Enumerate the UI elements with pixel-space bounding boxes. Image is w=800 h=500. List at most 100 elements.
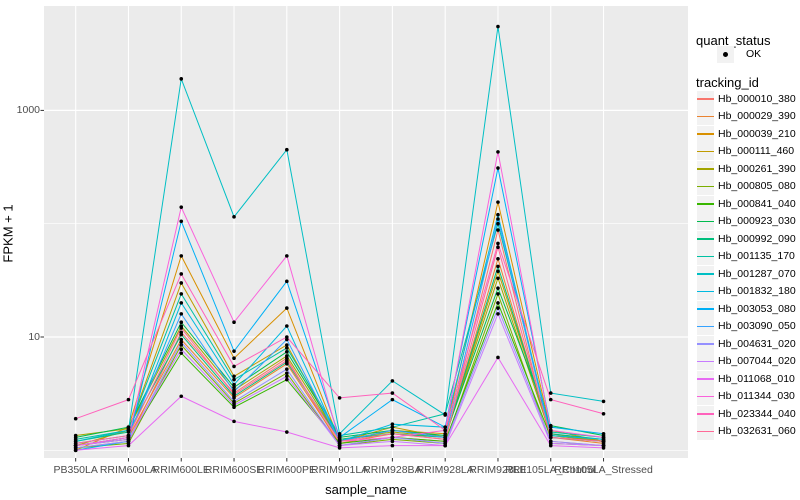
data-point [232, 385, 236, 390]
legend-item: Hb_032631_060 [696, 423, 800, 441]
legend-item-label: Hb_000010_380 [718, 92, 796, 105]
legend-color-line-icon [697, 290, 714, 293]
data-point [179, 347, 184, 352]
data-point [285, 377, 289, 382]
data-point [390, 379, 395, 383]
data-point [443, 443, 447, 448]
data-point [496, 24, 500, 29]
data-point [232, 356, 236, 360]
legend-item: Hb_011068_010 [696, 370, 800, 389]
data-point [496, 257, 500, 261]
legend-color-line-icon [697, 413, 714, 415]
legend-item: Hb_007044_020 [696, 353, 800, 371]
y-tick-label: 1000 [16, 104, 40, 117]
data-point [285, 371, 289, 375]
legend-color-line-icon [697, 360, 714, 363]
data-point [126, 443, 131, 448]
data-point [496, 217, 500, 221]
legend-key-box [697, 423, 714, 440]
data-point [232, 382, 236, 387]
data-point [496, 212, 500, 217]
legend-color-line-icon [697, 273, 714, 275]
legend-title-tracking-id: tracking_id [696, 75, 759, 90]
legend-key-box [697, 108, 714, 125]
data-point [601, 435, 606, 440]
data-point [548, 391, 553, 395]
legend-color-line-icon [697, 395, 714, 398]
legend-color-line-icon [697, 238, 714, 240]
legend-key-box [697, 143, 714, 160]
legend-item: Hb_001832_180 [696, 283, 800, 301]
x-tick-label: RRIM928LE [469, 464, 527, 476]
legend-item-label: Hb_003090_050 [718, 320, 796, 332]
legend-key-box [697, 265, 714, 283]
data-point [390, 391, 395, 395]
data-point [179, 326, 184, 330]
x-tick-label: RRII105LA_Control [505, 464, 597, 476]
data-point [285, 358, 289, 363]
legend-color-line-icon [697, 430, 714, 433]
data-point [390, 443, 395, 448]
data-point [179, 77, 184, 81]
data-point [285, 254, 289, 258]
data-point [496, 269, 500, 274]
legend-item: Hb_000261_390 [696, 160, 800, 179]
data-point [232, 392, 236, 397]
data-point [126, 428, 131, 433]
data-point [285, 337, 289, 342]
data-point [179, 219, 184, 224]
data-point [232, 364, 236, 369]
legend-key-box [697, 353, 714, 370]
legend-key-box [697, 388, 714, 405]
data-point [285, 343, 289, 347]
data-point [390, 422, 395, 426]
legend-key-box [697, 300, 714, 318]
data-point [232, 215, 236, 219]
data-point [232, 399, 236, 404]
legend-item: Hb_000805_080 [696, 178, 800, 196]
data-point [179, 205, 184, 209]
legend-item-label: Hb_032631_060 [718, 425, 796, 437]
data-point [390, 397, 395, 402]
data-point [285, 324, 289, 328]
data-point [179, 351, 184, 355]
data-point [443, 425, 447, 429]
data-point [496, 301, 500, 305]
data-point [548, 425, 553, 429]
data-point [285, 335, 289, 339]
data-point [390, 431, 395, 436]
x-tick-label: RRIM600PE [257, 464, 316, 476]
data-point [285, 346, 289, 350]
legend-item-label: Hb_000992_090 [718, 232, 796, 245]
data-point [443, 413, 447, 417]
data-point [232, 320, 236, 325]
legend-key-box [697, 125, 714, 143]
data-point [179, 394, 184, 399]
data-point [73, 441, 78, 446]
legend-item: Hb_003090_050 [696, 318, 800, 336]
data-point [390, 439, 395, 444]
legend-item: Hb_000841_040 [696, 195, 800, 214]
legend-item: Hb_000923_030 [696, 213, 800, 231]
point-marker-icon [723, 52, 728, 57]
data-point [443, 437, 447, 442]
legend-item: Hb_003053_080 [696, 300, 800, 319]
legend-color-line-icon [697, 203, 714, 205]
data-point [601, 411, 606, 416]
data-point [548, 397, 553, 402]
legend-item: Hb_000029_390 [696, 108, 800, 126]
data-point [179, 343, 184, 347]
x-tick-label: RRIM600SE [204, 464, 264, 476]
data-point [496, 150, 500, 154]
data-point [496, 355, 500, 360]
legend-item: Hb_004631_020 [696, 335, 800, 354]
legend-item-label: Hb_023344_040 [718, 407, 796, 420]
legend-color-line-icon [697, 378, 714, 380]
data-point [126, 433, 131, 438]
legend-color-line-icon [697, 255, 714, 258]
legend-key-box [697, 405, 714, 423]
legend-key-box [697, 160, 714, 178]
data-point [496, 312, 500, 316]
legend-color-line-icon [697, 308, 714, 310]
legend-title-quant-status: quant_status [696, 33, 771, 48]
